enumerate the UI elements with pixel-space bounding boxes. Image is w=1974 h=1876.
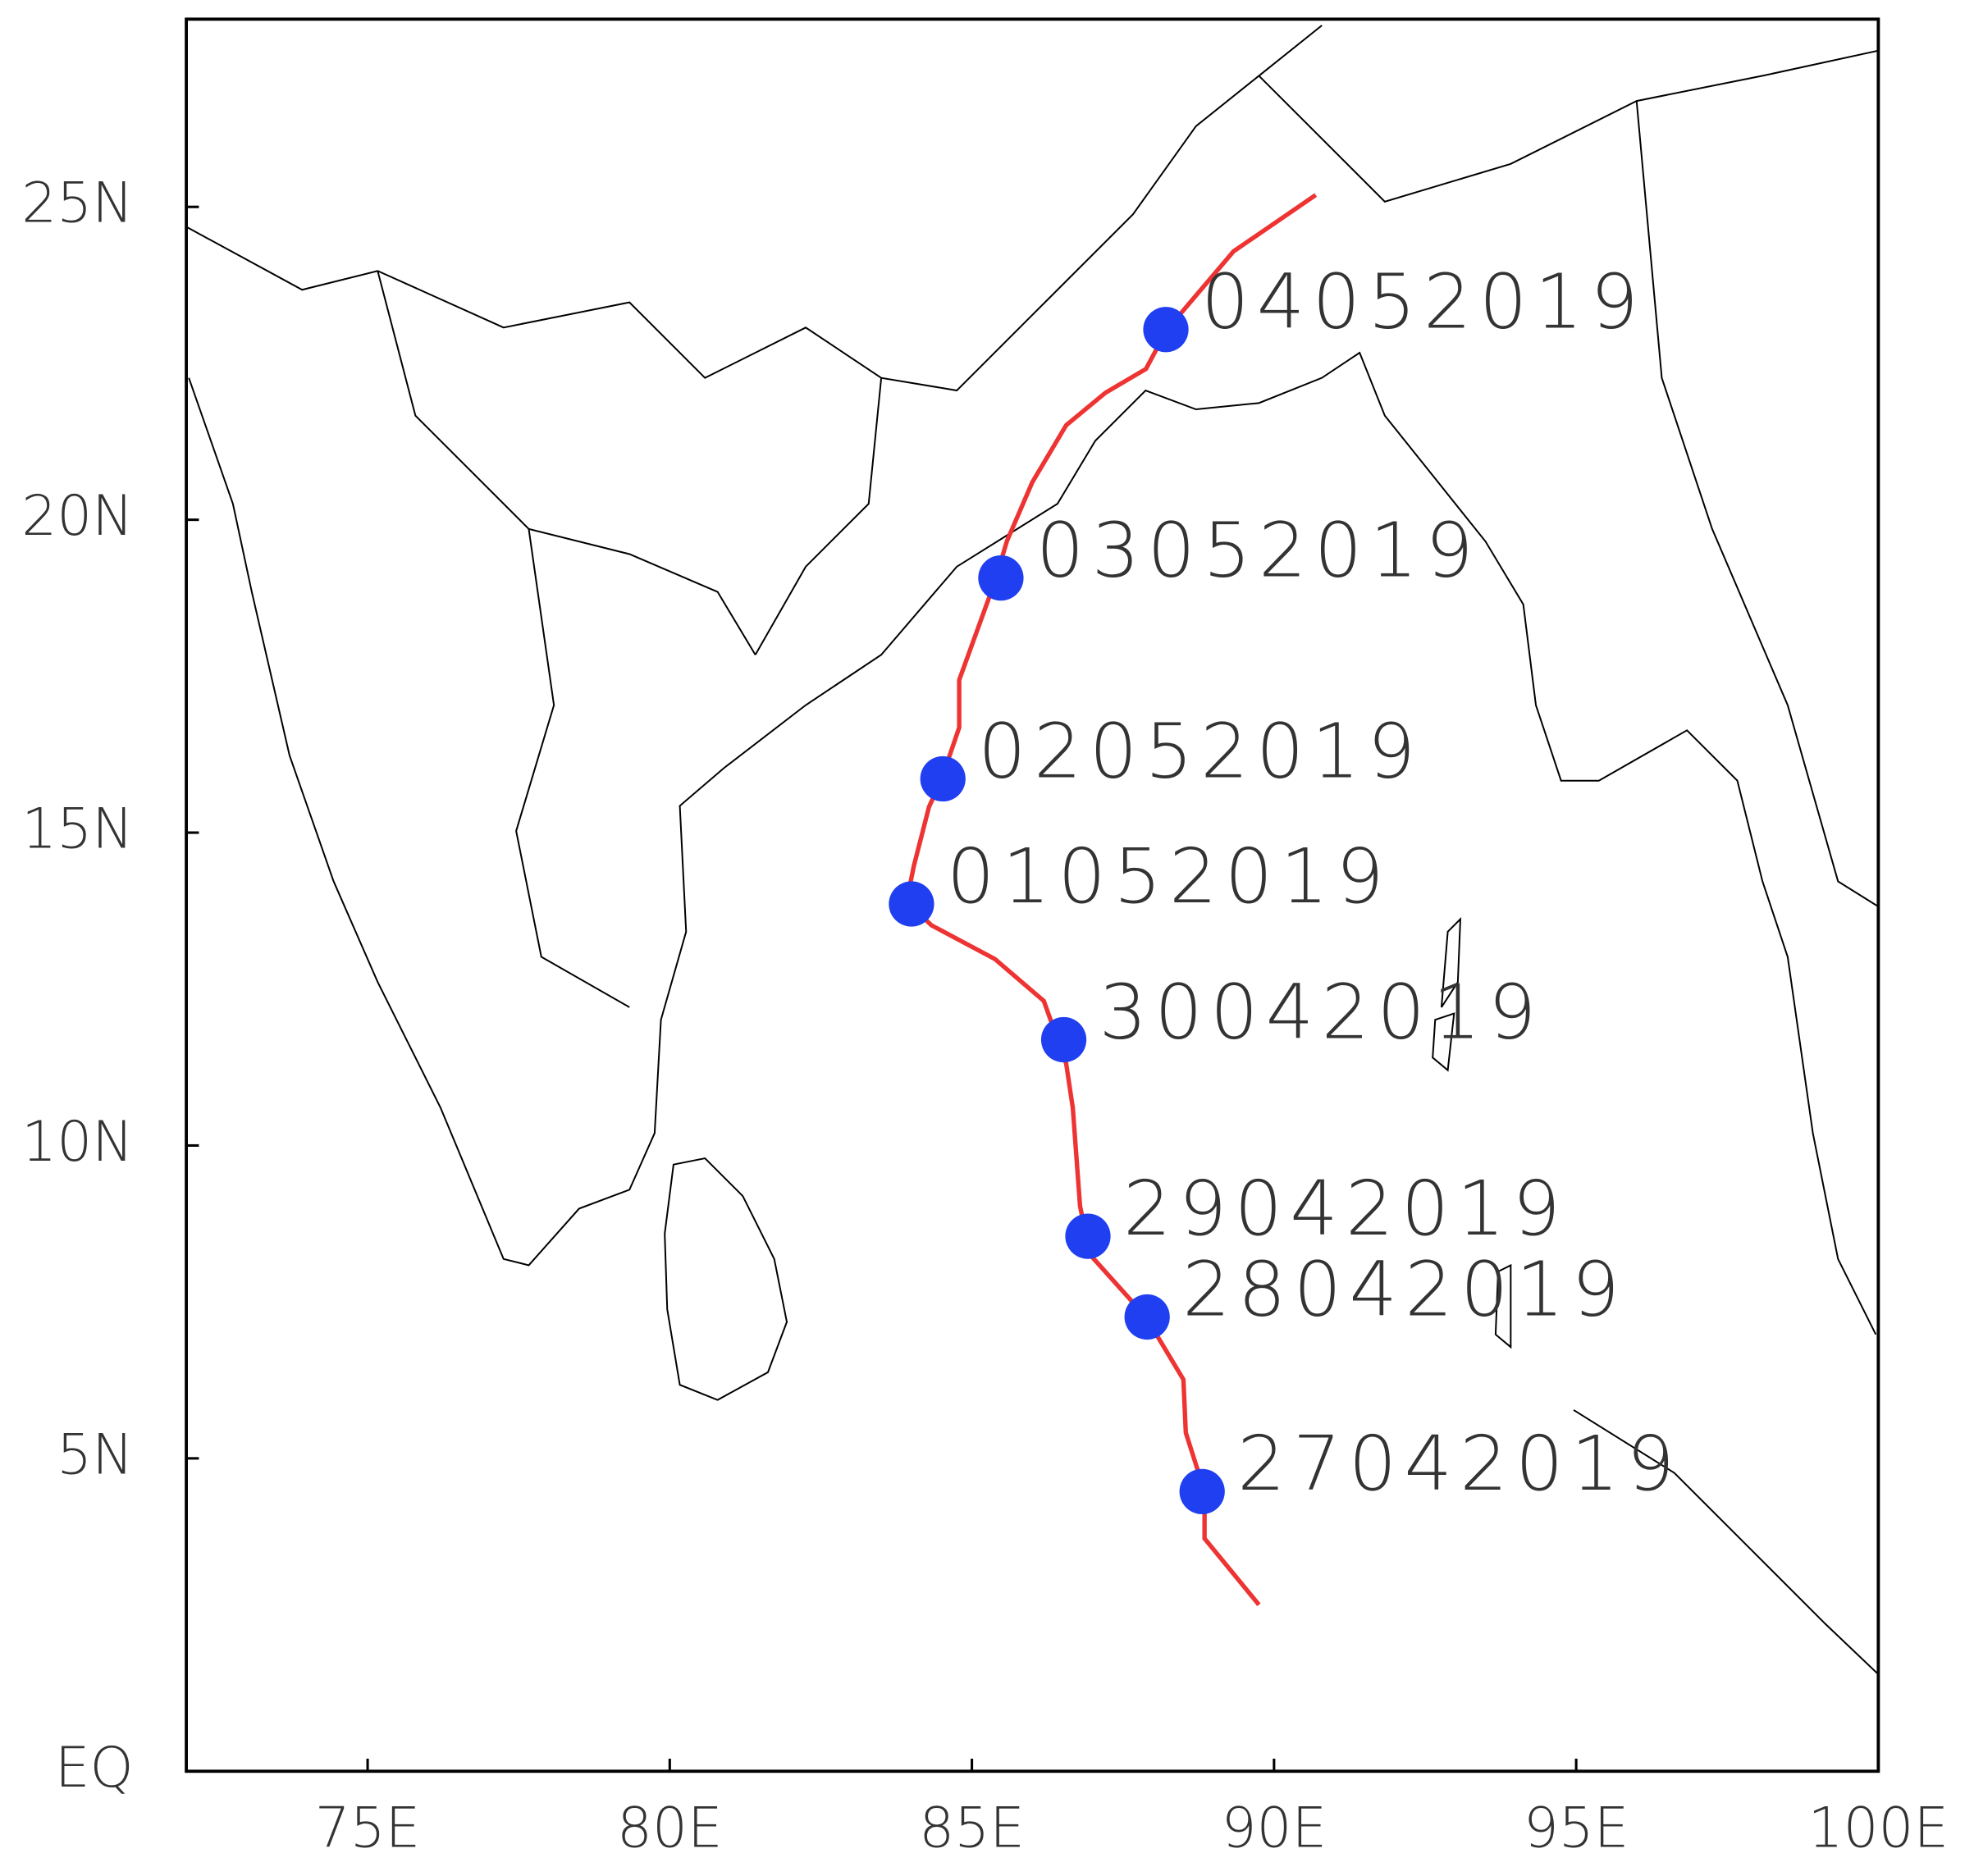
- andaman: [1432, 916, 1512, 1349]
- x-tick-label: 90E: [1222, 1795, 1327, 1860]
- point-label: 29042019: [1123, 1165, 1568, 1253]
- track-point: [1179, 1468, 1225, 1514]
- india-coast: [188, 351, 1877, 1335]
- x-tick-label: 75E: [315, 1795, 421, 1860]
- coastlines: [185, 25, 1880, 1675]
- track-point: [889, 881, 934, 927]
- y-tick-label: 5N: [57, 1422, 133, 1486]
- track-point: [1143, 307, 1189, 353]
- y-tick-label: EQ: [55, 1735, 134, 1800]
- point-label: 03052019: [1036, 506, 1481, 594]
- track-point: [1124, 1294, 1170, 1340]
- track-point: [920, 755, 966, 802]
- point-label: 30042019: [1099, 968, 1544, 1056]
- point-label: 02052019: [978, 707, 1423, 795]
- track-point: [978, 555, 1024, 601]
- frame: [185, 17, 1880, 1773]
- point-label: 28042019: [1182, 1245, 1627, 1333]
- x-tick-label: 80E: [617, 1795, 723, 1860]
- sumatra: [1573, 1409, 1880, 1675]
- sri-lanka: [664, 1157, 788, 1401]
- borders: [185, 25, 1879, 1008]
- x-tick-label: 100E: [1808, 1795, 1949, 1860]
- x-tick-label: 95E: [1524, 1795, 1629, 1860]
- point-label: 04052019: [1201, 258, 1646, 346]
- point-label: 27042019: [1237, 1420, 1682, 1508]
- track-point: [1040, 1016, 1087, 1063]
- y-tick-label: 15N: [21, 797, 133, 861]
- y-tick-label: 10N: [21, 1109, 133, 1174]
- x-tick-label: 85E: [919, 1795, 1025, 1860]
- y-tick-label: 20N: [21, 483, 133, 548]
- point-label: 01052019: [947, 833, 1391, 920]
- y-tick-label: 25N: [21, 171, 133, 235]
- track-point: [1065, 1213, 1111, 1259]
